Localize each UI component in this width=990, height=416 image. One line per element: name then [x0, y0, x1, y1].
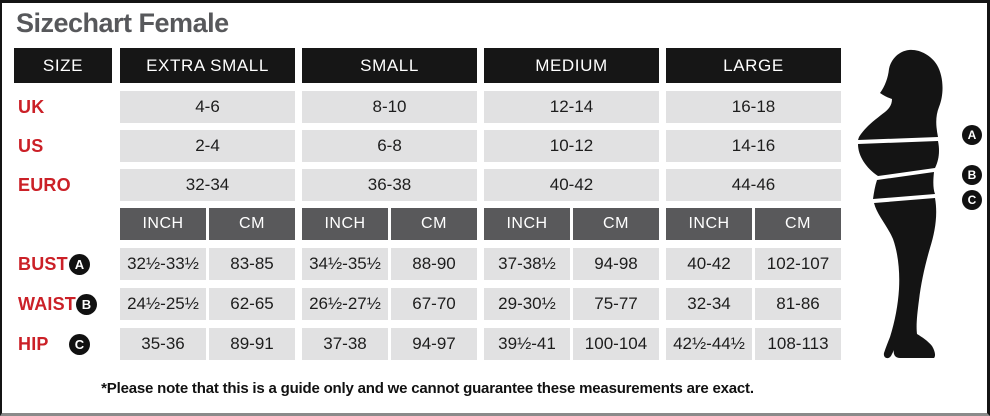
waist-m-inch: 29-30½: [484, 288, 570, 320]
row-label-hip: HIP: [18, 333, 49, 354]
unit-header-cm: CM: [573, 208, 659, 240]
region-row-us: US 2-4 6-8 10-12 14-16: [14, 130, 841, 162]
bust-xs-cm: 83-85: [209, 248, 295, 280]
hip-xs-inch: 35-36: [120, 328, 206, 360]
row-label-bust: BUST: [18, 253, 68, 274]
marker-c-badge: C: [69, 333, 90, 355]
region-row-euro: EURO 32-34 36-38 40-42 44-46: [14, 169, 841, 201]
row-label-waist: WAIST: [18, 293, 76, 314]
column-header-small: SMALL: [302, 48, 477, 83]
hip-s-cm: 94-97: [391, 328, 477, 360]
waist-xs-inch: 24½-25½: [120, 288, 206, 320]
unit-header-cm: CM: [755, 208, 841, 240]
page-title: Sizechart Female: [16, 8, 229, 38]
bust-s-cm: 88-90: [391, 248, 477, 280]
uk-extra-small-value: 4-6: [120, 91, 295, 123]
euro-large-value: 44-46: [666, 169, 841, 201]
us-medium-value: 10-12: [484, 130, 659, 162]
us-large-value: 14-16: [666, 130, 841, 162]
us-extra-small-value: 2-4: [120, 130, 295, 162]
footnote: *Please note that this is a guide only a…: [101, 380, 754, 397]
waist-xs-cm: 62-65: [209, 288, 295, 320]
euro-medium-value: 40-42: [484, 169, 659, 201]
uk-small-value: 8-10: [302, 91, 477, 123]
row-label-euro: EURO: [18, 174, 71, 195]
uk-large-value: 16-18: [666, 91, 841, 123]
hip-l-inch: 42½-44½: [666, 328, 752, 360]
figure-marker-c: C: [962, 190, 982, 210]
hip-m-cm: 100-104: [573, 328, 659, 360]
waist-l-inch: 32-34: [666, 288, 752, 320]
hip-l-cm: 108-113: [755, 328, 841, 360]
column-header-large: LARGE: [666, 48, 841, 83]
bust-m-inch: 37-38½: [484, 248, 570, 280]
euro-extra-small-value: 32-34: [120, 169, 295, 201]
hip-s-inch: 37-38: [302, 328, 388, 360]
waist-m-cm: 75-77: [573, 288, 659, 320]
marker-a-badge: A: [69, 253, 90, 275]
column-header-medium: MEDIUM: [484, 48, 659, 83]
measurement-row-hip: HIP C 35-36 89-91 37-38 94-97 39½-41 100…: [14, 328, 841, 360]
hip-xs-cm: 89-91: [209, 328, 295, 360]
unit-header-row: INCH CM INCH CM INCH CM INCH CM: [14, 208, 841, 240]
row-label-us: US: [18, 135, 44, 156]
unit-header-cm: CM: [209, 208, 295, 240]
figure-marker-a: A: [962, 125, 982, 145]
hip-m-inch: 39½-41: [484, 328, 570, 360]
measurement-row-waist: WAIST B 24½-25½ 62-65 26½-27½ 67-70 29-3…: [14, 288, 841, 320]
us-small-value: 6-8: [302, 130, 477, 162]
bust-s-inch: 34½-35½: [302, 248, 388, 280]
waist-s-inch: 26½-27½: [302, 288, 388, 320]
region-row-uk: UK 4-6 8-10 12-14 16-18: [14, 91, 841, 123]
bust-m-cm: 94-98: [573, 248, 659, 280]
unit-header-inch: INCH: [302, 208, 388, 240]
unit-header-inch: INCH: [484, 208, 570, 240]
unit-header-cm: CM: [391, 208, 477, 240]
marker-b-badge: B: [76, 293, 97, 315]
female-silhouette: [858, 49, 943, 359]
size-column-header: SIZE: [14, 48, 112, 83]
row-label-uk: UK: [18, 96, 45, 117]
unit-header-inch: INCH: [666, 208, 752, 240]
figure-marker-b: B: [962, 165, 982, 185]
bust-xs-inch: 32½-33½: [120, 248, 206, 280]
unit-header-inch: INCH: [120, 208, 206, 240]
waist-s-cm: 67-70: [391, 288, 477, 320]
size-table: SIZE EXTRA SMALL SMALL MEDIUM LARGE UK 4…: [14, 48, 841, 360]
waist-l-cm: 81-86: [755, 288, 841, 320]
measurement-row-bust: BUST A 32½-33½ 83-85 34½-35½ 88-90 37-38…: [14, 248, 841, 280]
euro-small-value: 36-38: [302, 169, 477, 201]
bust-l-cm: 102-107: [755, 248, 841, 280]
bust-l-inch: 40-42: [666, 248, 752, 280]
uk-medium-value: 12-14: [484, 91, 659, 123]
column-header-extra-small: EXTRA SMALL: [120, 48, 295, 83]
size-header-row: SIZE EXTRA SMALL SMALL MEDIUM LARGE: [14, 48, 841, 83]
